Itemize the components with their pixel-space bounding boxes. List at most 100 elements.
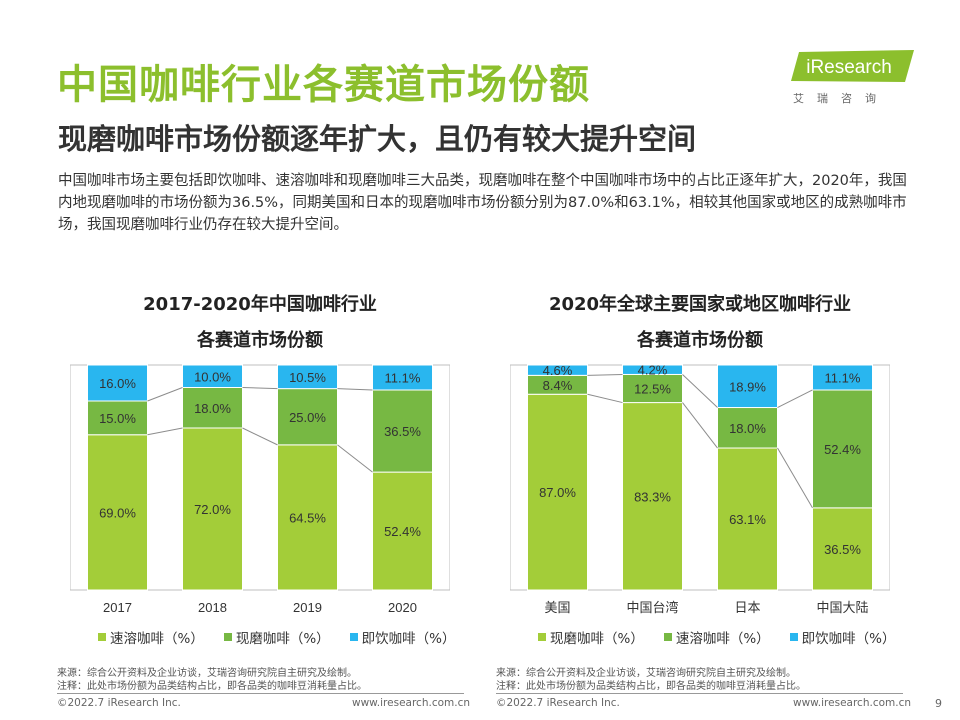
bar-segment: [717, 407, 778, 449]
series-connector-line: [337, 444, 373, 473]
data-label: 10.5%: [289, 370, 326, 385]
bar-segment: [277, 364, 338, 390]
series-connector-line: [242, 427, 278, 446]
data-label: 18.0%: [729, 421, 766, 436]
data-label: 4.2%: [638, 363, 668, 378]
bar-segment: [182, 387, 243, 429]
x-tick-label: 2019: [293, 600, 322, 615]
x-tick-label: 2017: [103, 600, 132, 615]
bar-segment: [372, 389, 433, 473]
bar-segment: [277, 444, 338, 591]
bar-segment: [717, 447, 778, 591]
bar-segment: [812, 507, 873, 591]
legend-item: 现磨咖啡（%）: [538, 627, 644, 647]
series-connector-line: [777, 447, 813, 509]
source-line: 来源：综合公开资料及企业访谈，艾瑞咨询研究院自主研究及绘制。: [496, 668, 796, 679]
series-connector-line: [777, 389, 813, 408]
chart-title: 2017-2020年中国咖啡行业 各赛道市场份额: [70, 289, 450, 357]
chart-title: 2020年全球主要国家或地区咖啡行业 各赛道市场份额: [510, 289, 890, 357]
x-tick-label: 2020: [388, 600, 417, 615]
data-label: 12.5%: [634, 382, 671, 397]
x-tick-label: 2018: [198, 600, 227, 615]
page-title: 中国咖啡行业各赛道市场份额: [57, 62, 590, 108]
bar-segment: [717, 364, 778, 409]
legend-item: 即饮咖啡（%）: [789, 627, 895, 647]
chart-china-segments: 2017-2020年中国咖啡行业 各赛道市场份额 69.0% 15.0% 16.0%…: [70, 285, 455, 655]
logo-chinese-name: 艾瑞咨询: [793, 92, 889, 105]
bar-segment: [622, 364, 683, 375]
x-tick-label: 美国: [544, 600, 570, 615]
chart-legend: 速溶咖啡（%） 现磨咖啡（%） 即饮咖啡（%）: [98, 627, 455, 647]
legend-item: 速溶咖啡（%）: [98, 627, 204, 647]
bar-segment: [812, 364, 873, 391]
data-label: 52.4%: [384, 524, 421, 539]
source-line: 来源：综合公开资料及企业访谈，艾瑞咨询研究院自主研究及绘制。: [57, 668, 357, 679]
series-connector-line: [682, 402, 718, 449]
note-line: 注释：此处市场份额为品类结构占比，即各品类的咖啡豆消耗量占比。: [57, 681, 367, 692]
data-label: 10.0%: [194, 369, 231, 384]
bar-segment: [527, 393, 588, 591]
data-label: 87.0%: [539, 485, 576, 500]
series-connector-line: [147, 387, 183, 402]
page-number: 9: [935, 697, 942, 710]
chart-title-line1: 2017-2020年中国咖啡行业: [143, 294, 377, 315]
iresearch-logo: iResearch 艾瑞咨询: [789, 50, 914, 110]
bar-segment: [527, 364, 588, 376]
copyright-left: ©2022.7 iResearch Inc.: [57, 697, 181, 709]
bar-segment: [182, 364, 243, 388]
footer-divider-right: [496, 693, 903, 694]
bar-segment: [372, 471, 433, 591]
data-label: 18.9%: [729, 379, 766, 394]
data-label: 36.5%: [384, 424, 421, 439]
data-label: 25.0%: [289, 410, 326, 425]
series-connector-line: [587, 373, 623, 376]
chart-global-segments: 2020年全球主要国家或地区咖啡行业 各赛道市场份额 87.0% 8.4% 4.6%…: [510, 285, 895, 655]
data-label: 16.0%: [99, 376, 136, 391]
source-note-right: 来源：综合公开资料及企业访谈，艾瑞咨询研究院自主研究及绘制。 注释：此处市场份额…: [496, 667, 806, 693]
data-label: 52.4%: [824, 442, 861, 457]
legend-swatch: [538, 633, 546, 641]
data-label: 18.0%: [194, 401, 231, 416]
data-label: 36.5%: [824, 542, 861, 557]
bar-segment: [182, 427, 243, 591]
intro-paragraph: 中国咖啡市场主要包括即饮咖啡、速溶咖啡和现磨咖啡三大品类，现磨咖啡在整个中国咖啡…: [58, 173, 907, 233]
source-note-left: 来源：综合公开资料及企业访谈，艾瑞咨询研究院自主研究及绘制。 注释：此处市场份额…: [57, 667, 367, 693]
footer-divider-left: [57, 693, 464, 694]
bar-segment: [372, 364, 433, 391]
series-connector-line: [147, 427, 183, 436]
bar-segment: [812, 389, 873, 509]
series-connector-line: [337, 388, 373, 391]
copyright-right: ©2022.7 iResearch Inc.: [496, 697, 620, 709]
legend-swatch: [98, 633, 106, 641]
x-tick-label: 日本: [734, 600, 760, 615]
bar-segment: [277, 388, 338, 446]
legend-swatch: [223, 633, 232, 641]
data-label: 11.1%: [825, 370, 861, 385]
chart-title-line2: 各赛道市场份额: [197, 330, 323, 351]
legend-item: 速溶咖啡（%）: [663, 627, 770, 647]
legend-swatch: [789, 633, 798, 641]
data-label: 83.3%: [634, 489, 671, 504]
legend-label: 速溶咖啡（%）: [675, 631, 770, 647]
logo-text: iResearch: [806, 57, 892, 78]
legend-item: 现磨咖啡（%）: [223, 627, 330, 647]
legend-swatch: [349, 633, 358, 641]
x-tick-label: 中国台湾: [626, 600, 678, 615]
chart-title-line2: 各赛道市场份额: [637, 330, 763, 351]
x-tick-label: 中国大陆: [816, 600, 868, 615]
legend-item: 即饮咖啡（%）: [349, 627, 455, 647]
legend-label: 现磨咖啡（%）: [550, 631, 644, 647]
data-label: 4.6%: [543, 363, 573, 378]
website-link-left[interactable]: www.iresearch.com.cn: [352, 697, 471, 709]
data-label: 15.0%: [99, 411, 136, 426]
series-connector-line: [242, 387, 278, 390]
website-link-right[interactable]: www.iresearch.com.cn: [793, 697, 912, 709]
bar-segment: [87, 364, 148, 402]
chart-title-line1: 2020年全球主要国家或地区咖啡行业: [548, 294, 852, 315]
data-label: 11.1%: [385, 370, 421, 385]
chart-plot: 87.0% 8.4%4.6% 美国 83.3% 12.5% 4.2% 中国台湾 63.1% 18…: [510, 363, 890, 615]
bar-segment: [87, 400, 148, 436]
data-label: 63.1%: [729, 512, 766, 527]
chart-legend: 现磨咖啡（%） 速溶咖啡（%） 即饮咖啡（%）: [538, 627, 895, 647]
data-label: 8.4%: [543, 378, 573, 393]
